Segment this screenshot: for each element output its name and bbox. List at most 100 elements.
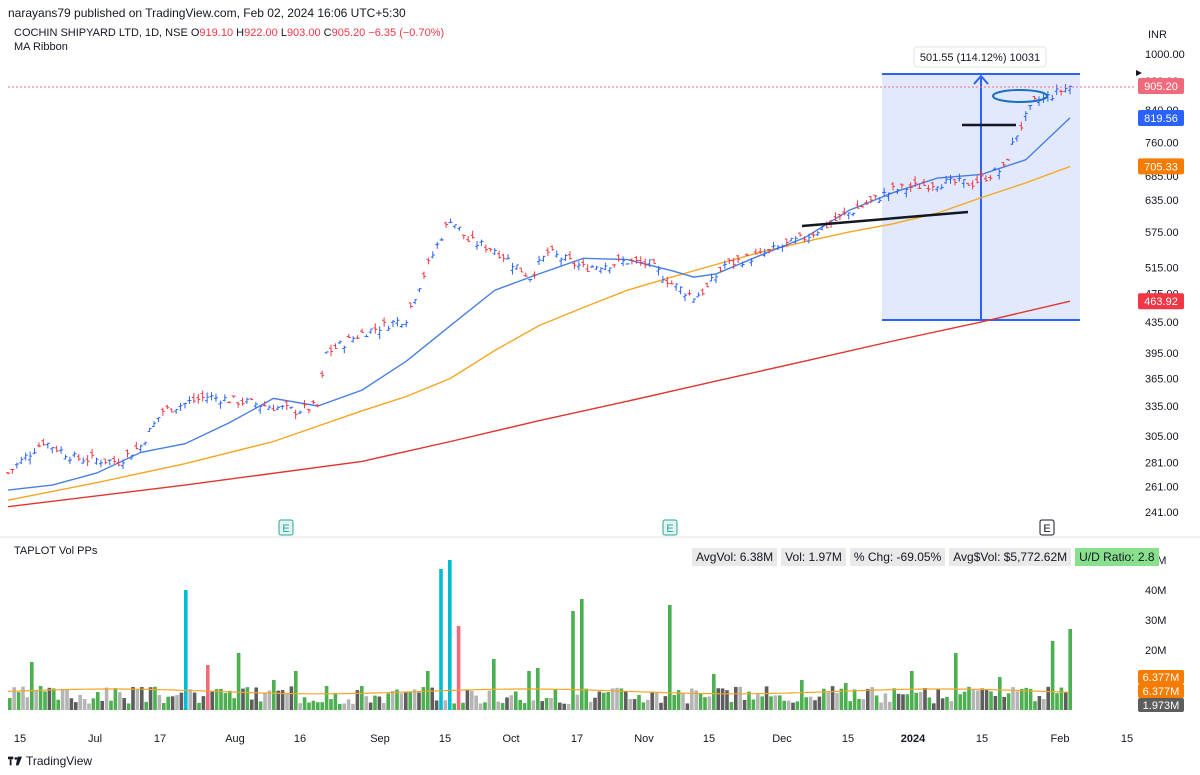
volume-bar — [584, 688, 588, 710]
volume-bar — [192, 692, 197, 710]
volume-bar — [571, 611, 575, 710]
candle — [174, 409, 179, 415]
volume-bar — [47, 687, 52, 710]
volume-bar — [338, 703, 342, 710]
volume-bar — [351, 703, 355, 710]
candle — [674, 283, 679, 291]
volume-bar — [716, 688, 720, 710]
price-tick-label: 1000.00 — [1145, 49, 1185, 61]
volume-bar — [764, 686, 769, 710]
candle — [1050, 94, 1055, 101]
earnings-marker-icon[interactable]: E — [662, 519, 678, 536]
candle — [988, 174, 993, 181]
volume-bar — [131, 686, 135, 710]
open-value: 919.10 — [199, 27, 234, 39]
volume-bar — [140, 687, 144, 710]
stat-ud-ratio: U/D Ratio: 2.8 — [1075, 548, 1159, 566]
candle — [183, 402, 187, 409]
candle — [891, 182, 895, 191]
candle — [961, 179, 966, 188]
volume-bar — [861, 699, 866, 710]
volume-bar — [1064, 692, 1068, 710]
candle — [430, 251, 435, 259]
volume-bar — [940, 698, 945, 710]
candle — [355, 335, 360, 340]
price-tick-label: 261.00 — [1145, 481, 1179, 493]
candle — [607, 267, 612, 274]
candle — [386, 325, 391, 331]
candle — [1059, 89, 1064, 96]
volume-bar — [496, 701, 500, 710]
volume-bar — [474, 695, 478, 710]
price-label-text: 819.56 — [1144, 113, 1178, 125]
volume-bar — [949, 701, 954, 710]
candle — [67, 456, 72, 464]
candle — [798, 232, 803, 237]
candle — [736, 254, 741, 263]
volume-bar — [170, 696, 175, 710]
candle — [886, 192, 891, 202]
indicator-name[interactable]: MA Ribbon — [14, 41, 68, 53]
volume-bar — [760, 696, 764, 710]
volume-bar — [989, 691, 993, 710]
candle — [390, 319, 395, 328]
svg-text:E: E — [666, 523, 673, 535]
x-tick-label: 15 — [1121, 733, 1133, 745]
candle — [466, 236, 471, 242]
volume-bar — [1028, 688, 1033, 710]
candle — [59, 446, 64, 454]
symbol-name[interactable]: COCHIN SHIPYARD LTD, 1D, NSE — [14, 27, 188, 39]
volume-bar — [602, 692, 606, 710]
candle — [81, 457, 86, 464]
volume-bar — [461, 702, 465, 710]
volume-tick-label: 40M — [1145, 585, 1166, 597]
volume-bar — [364, 696, 368, 710]
candle — [846, 212, 851, 220]
volume-title[interactable]: TAPLOT Vol PPs — [14, 545, 98, 557]
earnings-marker-icon[interactable]: E — [1039, 519, 1055, 536]
volume-bar — [452, 703, 456, 710]
price-label-badge: 905.20 — [1138, 78, 1184, 95]
earnings-marker-icon[interactable]: E — [278, 519, 294, 536]
volume-bar — [421, 687, 426, 710]
candle — [519, 267, 524, 273]
change-value: −6.35 (−0.70%) — [368, 27, 445, 39]
price-label-text: 905.20 — [1144, 81, 1178, 93]
candle — [895, 188, 900, 195]
volume-bar — [1024, 687, 1028, 710]
candle — [873, 194, 878, 199]
candle — [860, 205, 865, 208]
volume-avg-line — [7, 688, 1069, 695]
candle — [585, 264, 590, 272]
candle — [944, 175, 949, 184]
footer-brand[interactable]: TradingView — [26, 754, 93, 768]
volume-bar — [434, 700, 439, 710]
publisher-text: narayans79 published on TradingView.com,… — [8, 6, 406, 20]
volume-bar — [932, 703, 936, 710]
candle — [935, 186, 940, 192]
volume-bar — [874, 695, 879, 710]
candle — [249, 398, 254, 401]
tradingview-logo-icon — [8, 756, 22, 766]
volume-bar — [993, 696, 998, 710]
price-tick-label: 635.00 — [1145, 195, 1179, 207]
x-tick-label: Nov — [634, 733, 654, 745]
candle — [643, 258, 648, 269]
volume-bar — [443, 700, 448, 710]
candle — [970, 180, 975, 190]
candle — [156, 417, 161, 423]
volume-bar — [835, 692, 839, 710]
candle — [470, 230, 475, 239]
volume-bar — [527, 671, 531, 710]
volume-bar — [676, 690, 681, 710]
volume-bar — [773, 695, 778, 710]
volume-bar — [483, 702, 487, 710]
candle — [722, 260, 727, 269]
volume-bar — [386, 693, 390, 710]
volume-bar — [404, 691, 408, 710]
candle — [191, 393, 196, 404]
volume-bar — [804, 697, 808, 710]
volume-bar — [514, 691, 518, 710]
candle — [483, 244, 488, 253]
